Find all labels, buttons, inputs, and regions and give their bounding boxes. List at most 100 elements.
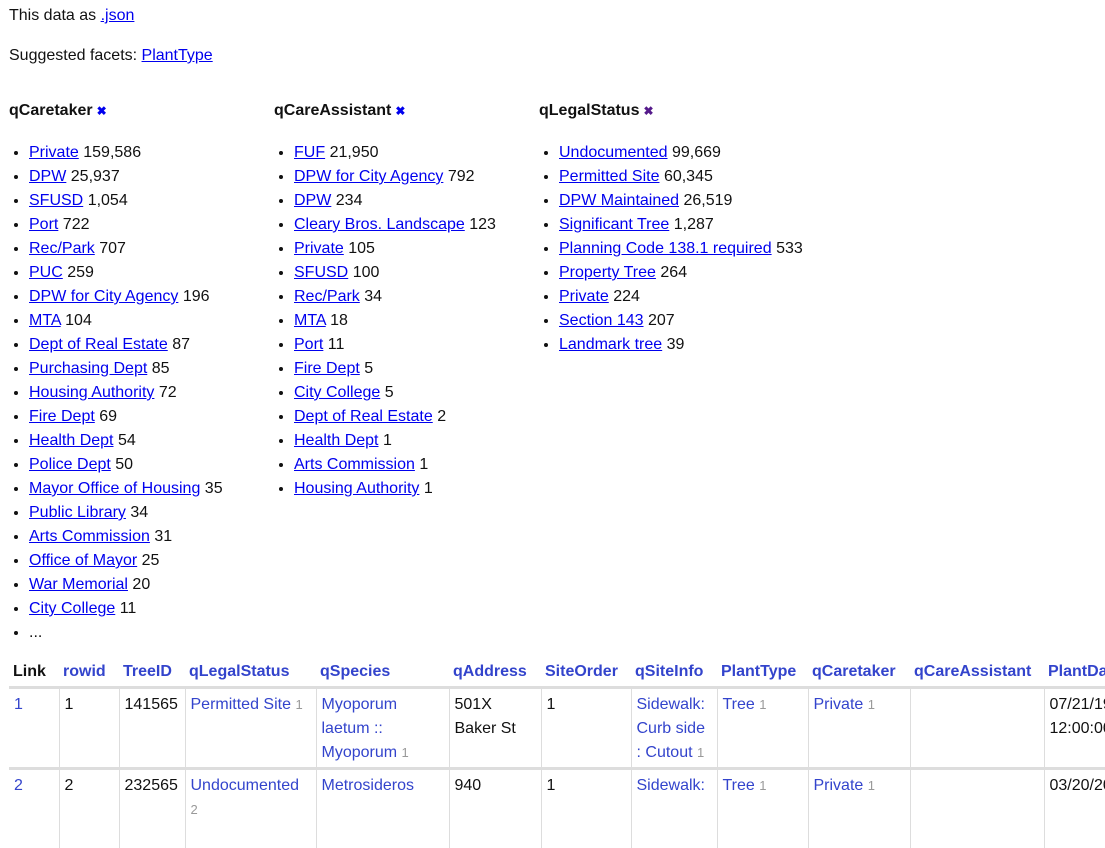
close-icon[interactable]: ✖ (643, 104, 653, 118)
column-header-rowid[interactable]: rowid (59, 660, 119, 688)
json-prefix: This data as (9, 7, 101, 24)
facet-link[interactable]: Port (294, 336, 323, 353)
cell-TreeID: 232565 (119, 769, 185, 848)
facet-link[interactable]: Rec/Park (29, 240, 95, 257)
facet-link[interactable]: Property Tree (559, 264, 656, 281)
facet-item: Arts Commission 31 (29, 525, 274, 549)
cell-link-qCaretaker[interactable]: Private (814, 696, 864, 713)
facet-link[interactable]: MTA (29, 312, 61, 329)
facet-qCareAssistant: qCareAssistant✖FUF 21,950DPW for City Ag… (274, 101, 539, 645)
facet-link[interactable]: Port (29, 216, 58, 233)
column-header-Link: Link (9, 660, 59, 688)
column-header-qCaretaker[interactable]: qCaretaker (808, 660, 910, 688)
facet-link[interactable]: City College (29, 600, 115, 617)
cell-link-PlantType[interactable]: Tree (723, 777, 755, 794)
facet-item: FUF 21,950 (294, 141, 539, 165)
facet-link[interactable]: SFUSD (29, 192, 83, 209)
column-header-qLegalStatus[interactable]: qLegalStatus (185, 660, 316, 688)
json-link[interactable]: .json (101, 7, 135, 24)
cell-link-qSiteInfo[interactable]: Sidewalk: (637, 777, 705, 794)
row-link[interactable]: 2 (14, 777, 23, 794)
facet-link[interactable]: SFUSD (294, 264, 348, 281)
column-header-SiteOrder[interactable]: SiteOrder (541, 660, 631, 688)
column-header-TreeID[interactable]: TreeID (119, 660, 185, 688)
facet-link[interactable]: War Memorial (29, 576, 128, 593)
facet-item: City College 11 (29, 597, 274, 621)
column-header-qSpecies[interactable]: qSpecies (316, 660, 449, 688)
facet-list: Undocumented 99,669 Permitted Site 60,345… (539, 141, 804, 357)
facet-link[interactable]: Police Dept (29, 456, 111, 473)
facet-link[interactable]: Health Dept (29, 432, 114, 449)
facet-link[interactable]: Section 143 (559, 312, 644, 329)
facet-link[interactable]: Private (29, 144, 79, 161)
cell-link-qCaretaker[interactable]: Private (814, 777, 864, 794)
facet-link[interactable]: FUF (294, 144, 325, 161)
close-icon[interactable]: ✖ (395, 104, 405, 118)
facet-link[interactable]: Planning Code 138.1 required (559, 240, 772, 257)
column-header-qSiteInfo[interactable]: qSiteInfo (631, 660, 717, 688)
facet-link[interactable]: Arts Commission (29, 528, 150, 545)
facet-count: 85 (152, 360, 170, 377)
facet-count: 11 (120, 600, 137, 617)
column-header-PlantType[interactable]: PlantType (717, 660, 808, 688)
facet-item: Public Library 34 (29, 501, 274, 525)
facet-link[interactable]: Dept of Real Estate (294, 408, 433, 425)
facet-count: 60,345 (664, 168, 713, 185)
facet-link[interactable]: Mayor Office of Housing (29, 480, 200, 497)
facet-title: qLegalStatus✖ (539, 101, 804, 121)
cell-link-qLegalStatus[interactable]: Undocumented (191, 777, 300, 794)
facet-link[interactable]: DPW for City Agency (29, 288, 178, 305)
facet-link[interactable]: Public Library (29, 504, 126, 521)
facet-link[interactable]: Private (559, 288, 609, 305)
facet-link[interactable]: DPW Maintained (559, 192, 679, 209)
facet-item: Planning Code 138.1 required 533 (559, 237, 804, 261)
cell-count: 1 (759, 697, 766, 712)
facet-link[interactable]: Purchasing Dept (29, 360, 147, 377)
facet-link[interactable]: DPW (294, 192, 331, 209)
cell-link-PlantType[interactable]: Tree (723, 696, 755, 713)
row-link[interactable]: 1 (14, 696, 23, 713)
facet-item: Dept of Real Estate 87 (29, 333, 274, 357)
facet-count: 104 (65, 312, 92, 329)
facet-link[interactable]: Private (294, 240, 344, 257)
facet-link[interactable]: City College (294, 384, 380, 401)
facet-link[interactable]: Fire Dept (294, 360, 360, 377)
facet-item: Undocumented 99,669 (559, 141, 804, 165)
facet-link[interactable]: Dept of Real Estate (29, 336, 168, 353)
column-header-qAddress[interactable]: qAddress (449, 660, 541, 688)
facet-link[interactable]: Health Dept (294, 432, 379, 449)
cell-link-qLegalStatus[interactable]: Permitted Site (191, 696, 291, 713)
cell-link-qSpecies[interactable]: Myoporum laetum :: Myoporum (322, 696, 398, 761)
facet-item: War Memorial 20 (29, 573, 274, 597)
facet-link[interactable]: Fire Dept (29, 408, 95, 425)
facet-link[interactable]: Undocumented (559, 144, 668, 161)
facet-link[interactable]: Housing Authority (29, 384, 154, 401)
facet-link[interactable]: Housing Authority (294, 480, 419, 497)
facet-link[interactable]: Office of Mayor (29, 552, 137, 569)
cell-link-qSiteInfo[interactable]: Sidewalk: Curb side : Cutout (637, 696, 705, 761)
facet-link[interactable]: MTA (294, 312, 326, 329)
column-header-qCareAssistant[interactable]: qCareAssistant (910, 660, 1044, 688)
facet-count: 1,054 (88, 192, 128, 209)
cell-qCareAssistant (910, 769, 1044, 848)
column-header-PlantDate[interactable]: PlantDate (1044, 660, 1105, 688)
facet-link[interactable]: DPW (29, 168, 66, 185)
cell-value: 141565 (125, 696, 178, 713)
facet-count: 99,669 (672, 144, 721, 161)
facet-link[interactable]: Arts Commission (294, 456, 415, 473)
facet-more[interactable]: ... (29, 621, 274, 645)
facet-item: Significant Tree 1,287 (559, 213, 804, 237)
facet-link[interactable]: Rec/Park (294, 288, 360, 305)
facet-link[interactable]: Permitted Site (559, 168, 659, 185)
facet-link[interactable]: DPW for City Agency (294, 168, 443, 185)
facet-link[interactable]: PUC (29, 264, 63, 281)
facet-link[interactable]: Landmark tree (559, 336, 662, 353)
suggested-facet-planttype[interactable]: PlantType (142, 47, 213, 64)
cell-value: 501X Baker St (455, 696, 516, 737)
facet-link[interactable]: Cleary Bros. Landscape (294, 216, 465, 233)
close-icon[interactable]: ✖ (97, 104, 107, 118)
facet-link[interactable]: Significant Tree (559, 216, 669, 233)
cell-link-qSpecies[interactable]: Metrosideros (322, 777, 414, 794)
